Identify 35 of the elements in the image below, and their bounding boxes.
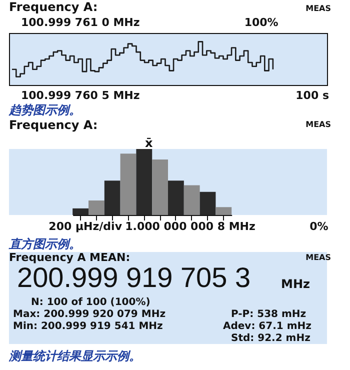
chart-title: Frequency A: xyxy=(9,0,98,14)
text: 1.000 000 000 8 MHz xyxy=(125,220,256,233)
text: MEAS xyxy=(306,120,332,129)
text: Std: 92.2 mHz xyxy=(231,333,311,344)
text: 测量统计结果显示示例。 xyxy=(8,349,141,363)
text: MHz xyxy=(281,277,310,291)
bar xyxy=(184,185,200,215)
text: MEAS xyxy=(306,253,332,262)
bar xyxy=(152,160,168,215)
bar xyxy=(168,180,184,215)
text: 100.999 760 5 MHz xyxy=(21,89,140,102)
bar xyxy=(136,149,152,215)
text: Min: 200.999 919 541 MHz xyxy=(13,321,164,332)
bar xyxy=(72,208,88,215)
text: 100% xyxy=(244,16,278,29)
text: Frequency A MEAN: xyxy=(9,251,130,264)
bar xyxy=(104,180,120,215)
annotation: x̄ xyxy=(145,136,154,150)
text: MEAS xyxy=(306,4,332,13)
bar xyxy=(88,200,104,215)
text: 200 µHz/div xyxy=(48,220,123,233)
text: Adev: 67.1 mHz xyxy=(223,321,312,332)
text: 100 s xyxy=(296,89,330,102)
text: 0% xyxy=(310,220,328,233)
text: 直方图示例。 xyxy=(8,237,81,251)
text: 100.999 761 0 MHz xyxy=(21,16,140,29)
bar xyxy=(120,154,136,215)
text: 趋势图示例。 xyxy=(8,103,81,117)
text: P-P: 538 mHz xyxy=(231,309,306,320)
chart-title: Frequency A: xyxy=(9,118,98,132)
text: Max: 200.999 920 079 MHz xyxy=(13,309,166,320)
text: N: 100 of 100 (100%) xyxy=(31,297,150,308)
text: 200.999 919 705 3 xyxy=(17,262,251,293)
bar xyxy=(216,207,232,215)
bar xyxy=(200,192,216,215)
